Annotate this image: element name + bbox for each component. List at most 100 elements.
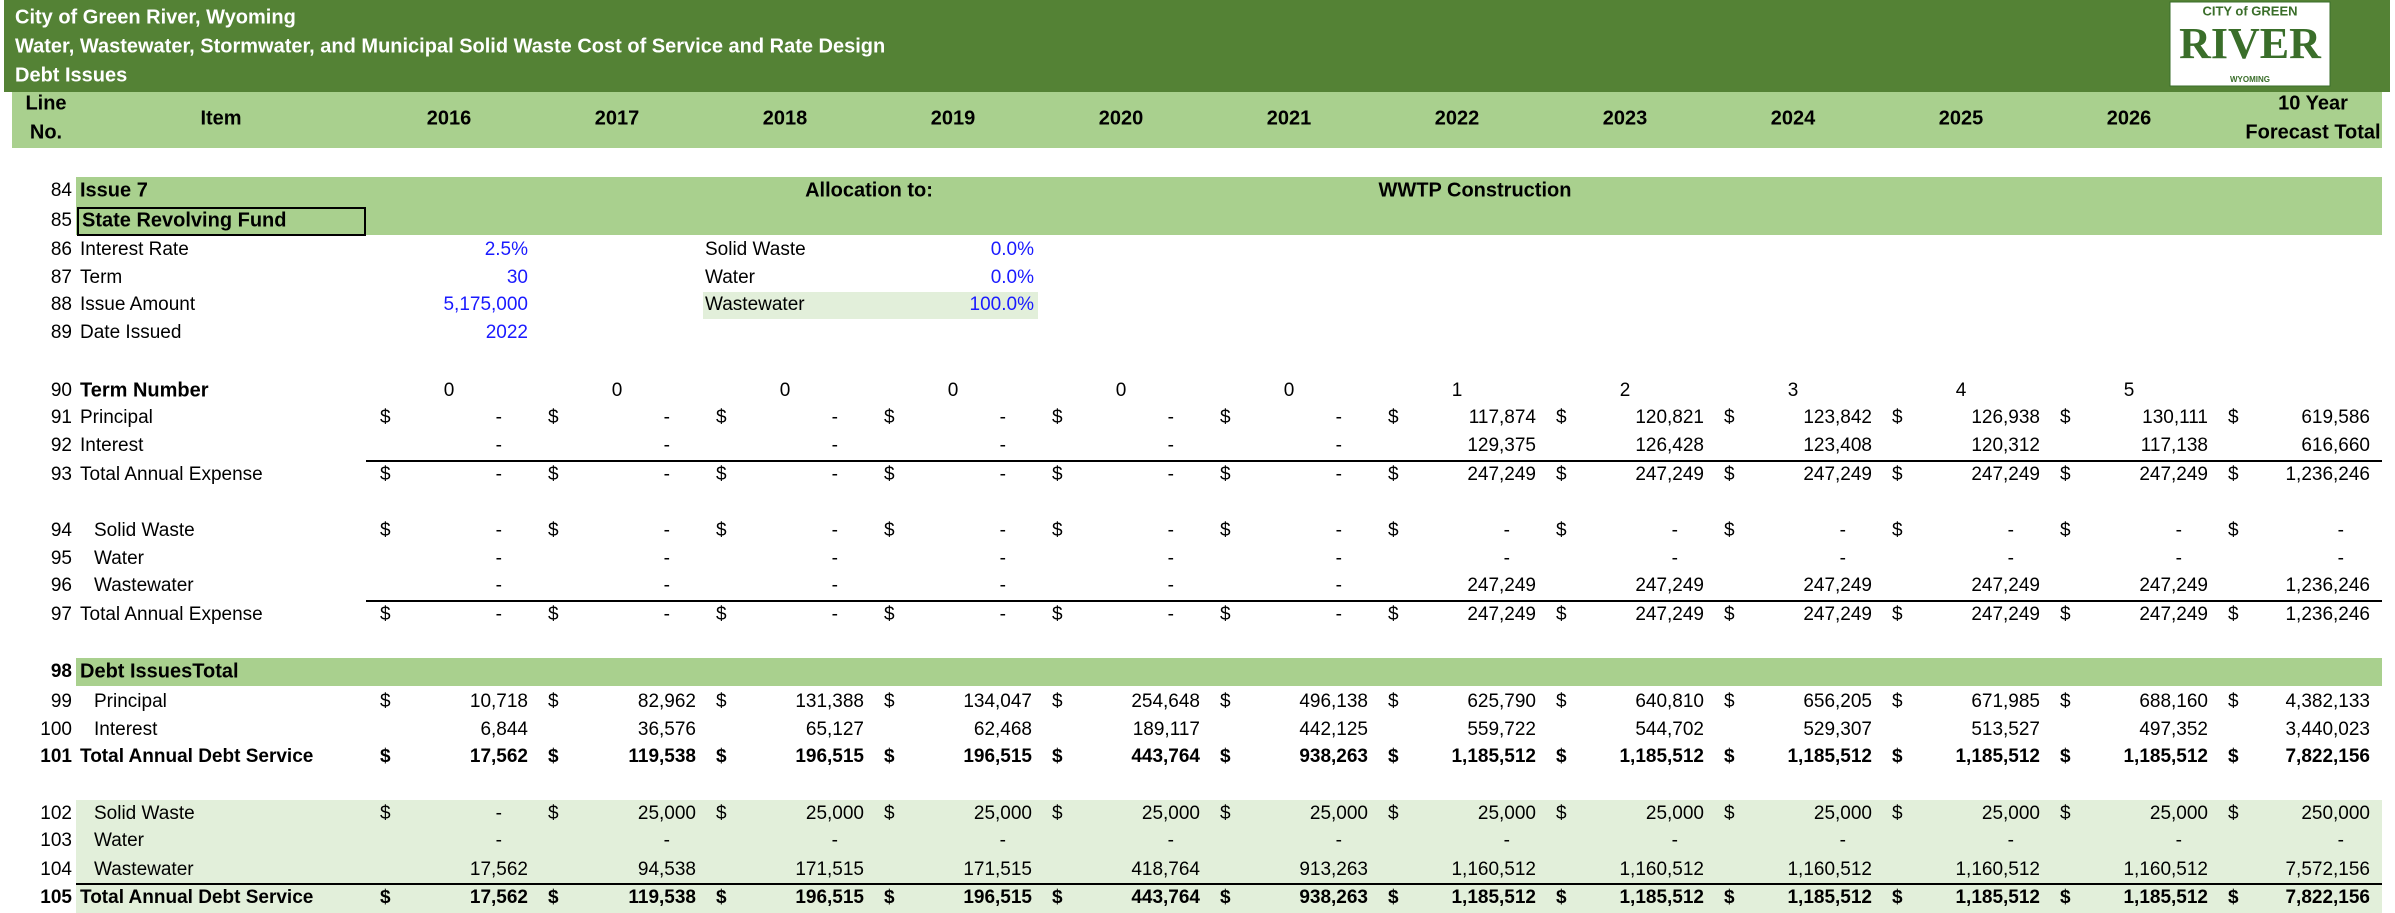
logo-main: RIVER (2179, 19, 2322, 68)
param-label: Term (80, 267, 122, 288)
header-year: 2019 (931, 107, 976, 129)
cell: 529,307 (1803, 719, 1872, 740)
cell: - (1336, 407, 1342, 428)
line-no: 91 (51, 407, 72, 428)
cell: - (496, 604, 502, 625)
currency: $ (1724, 464, 1735, 485)
cell: 25,000 (806, 803, 864, 824)
cell: 196,515 (963, 887, 1032, 908)
cell: 250,000 (2301, 803, 2370, 824)
header-year: 2020 (1099, 107, 1144, 129)
line-no: 94 (51, 520, 73, 541)
cell: - (832, 548, 838, 569)
cell: 1,185,512 (1787, 887, 1872, 908)
row-label: Term Number (80, 379, 209, 401)
currency: $ (716, 407, 727, 428)
row-label: Total Annual Expense (80, 464, 263, 485)
cell: - (1840, 548, 1846, 569)
header-year: 2016 (427, 107, 472, 129)
cell: 1,185,512 (2123, 887, 2208, 908)
currency: $ (548, 746, 559, 767)
param-label: Issue Amount (80, 294, 196, 315)
cell: 10,718 (470, 691, 528, 712)
cell: - (1000, 520, 1006, 541)
param-value: 5,175,000 (443, 294, 528, 315)
currency: $ (1052, 604, 1063, 625)
currency: $ (1220, 887, 1231, 908)
cell: 17,562 (470, 887, 528, 908)
allocation-value: WWTP Construction (1379, 179, 1572, 201)
currency: $ (1724, 604, 1735, 625)
currency: $ (884, 803, 895, 824)
currency: $ (1556, 604, 1567, 625)
currency: $ (1724, 746, 1735, 767)
currency: $ (1052, 887, 1063, 908)
currency: $ (2228, 746, 2239, 767)
cell: - (2008, 548, 2014, 569)
currency: $ (380, 691, 391, 712)
term-number: 3 (1788, 380, 1799, 401)
cell: 3,440,023 (2285, 719, 2370, 740)
cell: - (2338, 548, 2344, 569)
currency: $ (716, 464, 727, 485)
cell: 247,249 (1971, 464, 2040, 485)
cell: 442,125 (1299, 719, 1368, 740)
line-no: 85 (51, 210, 72, 231)
currency: $ (1556, 520, 1567, 541)
title-line: City of Green River, Wyoming (15, 6, 296, 28)
row-label: Solid Waste (94, 520, 195, 541)
currency: $ (2228, 407, 2239, 428)
cell: 513,527 (1971, 719, 2040, 740)
cell: 17,562 (470, 746, 528, 767)
currency: $ (1220, 520, 1231, 541)
currency: $ (1556, 691, 1567, 712)
cell: 1,185,512 (1955, 887, 2040, 908)
cell: - (2008, 520, 2014, 541)
currency: $ (1220, 407, 1231, 428)
cell: 7,572,156 (2285, 859, 2370, 880)
cell: - (832, 464, 838, 485)
row-label: Interest (94, 719, 158, 740)
currency: $ (1556, 407, 1567, 428)
cell: - (1336, 464, 1342, 485)
cell: 247,249 (2139, 604, 2208, 625)
cell: - (664, 830, 670, 851)
currency: $ (2228, 691, 2239, 712)
row-label: Principal (94, 691, 167, 712)
cell: 1,160,512 (1787, 859, 1872, 880)
currency: $ (1724, 803, 1735, 824)
currency: $ (2060, 803, 2071, 824)
cell: - (1000, 604, 1006, 625)
line-no: 89 (51, 322, 72, 343)
term-number: 0 (612, 380, 623, 401)
column-header-band (12, 92, 2382, 148)
currency: $ (1892, 407, 1903, 428)
row-label: Debt IssuesTotal (80, 660, 239, 682)
currency: $ (1556, 746, 1567, 767)
cell: 119,538 (628, 746, 696, 767)
line-no: 95 (51, 548, 72, 569)
cell: - (664, 548, 670, 569)
cell: 25,000 (638, 803, 696, 824)
term-number: 4 (1956, 380, 1967, 401)
cell: 496,138 (1299, 691, 1368, 712)
line-no: 87 (51, 267, 72, 288)
cell: - (832, 407, 838, 428)
cell: 6,844 (480, 719, 528, 740)
cell: - (1840, 830, 1846, 851)
currency: $ (548, 520, 559, 541)
line-no: 98 (51, 661, 72, 682)
row-label: Total Annual Debt Service (80, 887, 313, 908)
currency: $ (884, 464, 895, 485)
cell: - (832, 830, 838, 851)
cell: - (496, 407, 502, 428)
cell: 25,000 (974, 803, 1032, 824)
cell: 131,388 (795, 691, 864, 712)
cell: 196,515 (963, 746, 1032, 767)
cell: 25,000 (1142, 803, 1200, 824)
title-band (4, 0, 2390, 92)
line-no: 97 (51, 604, 72, 625)
currency: $ (884, 407, 895, 428)
currency: $ (380, 407, 391, 428)
allocation-band (76, 800, 2382, 913)
